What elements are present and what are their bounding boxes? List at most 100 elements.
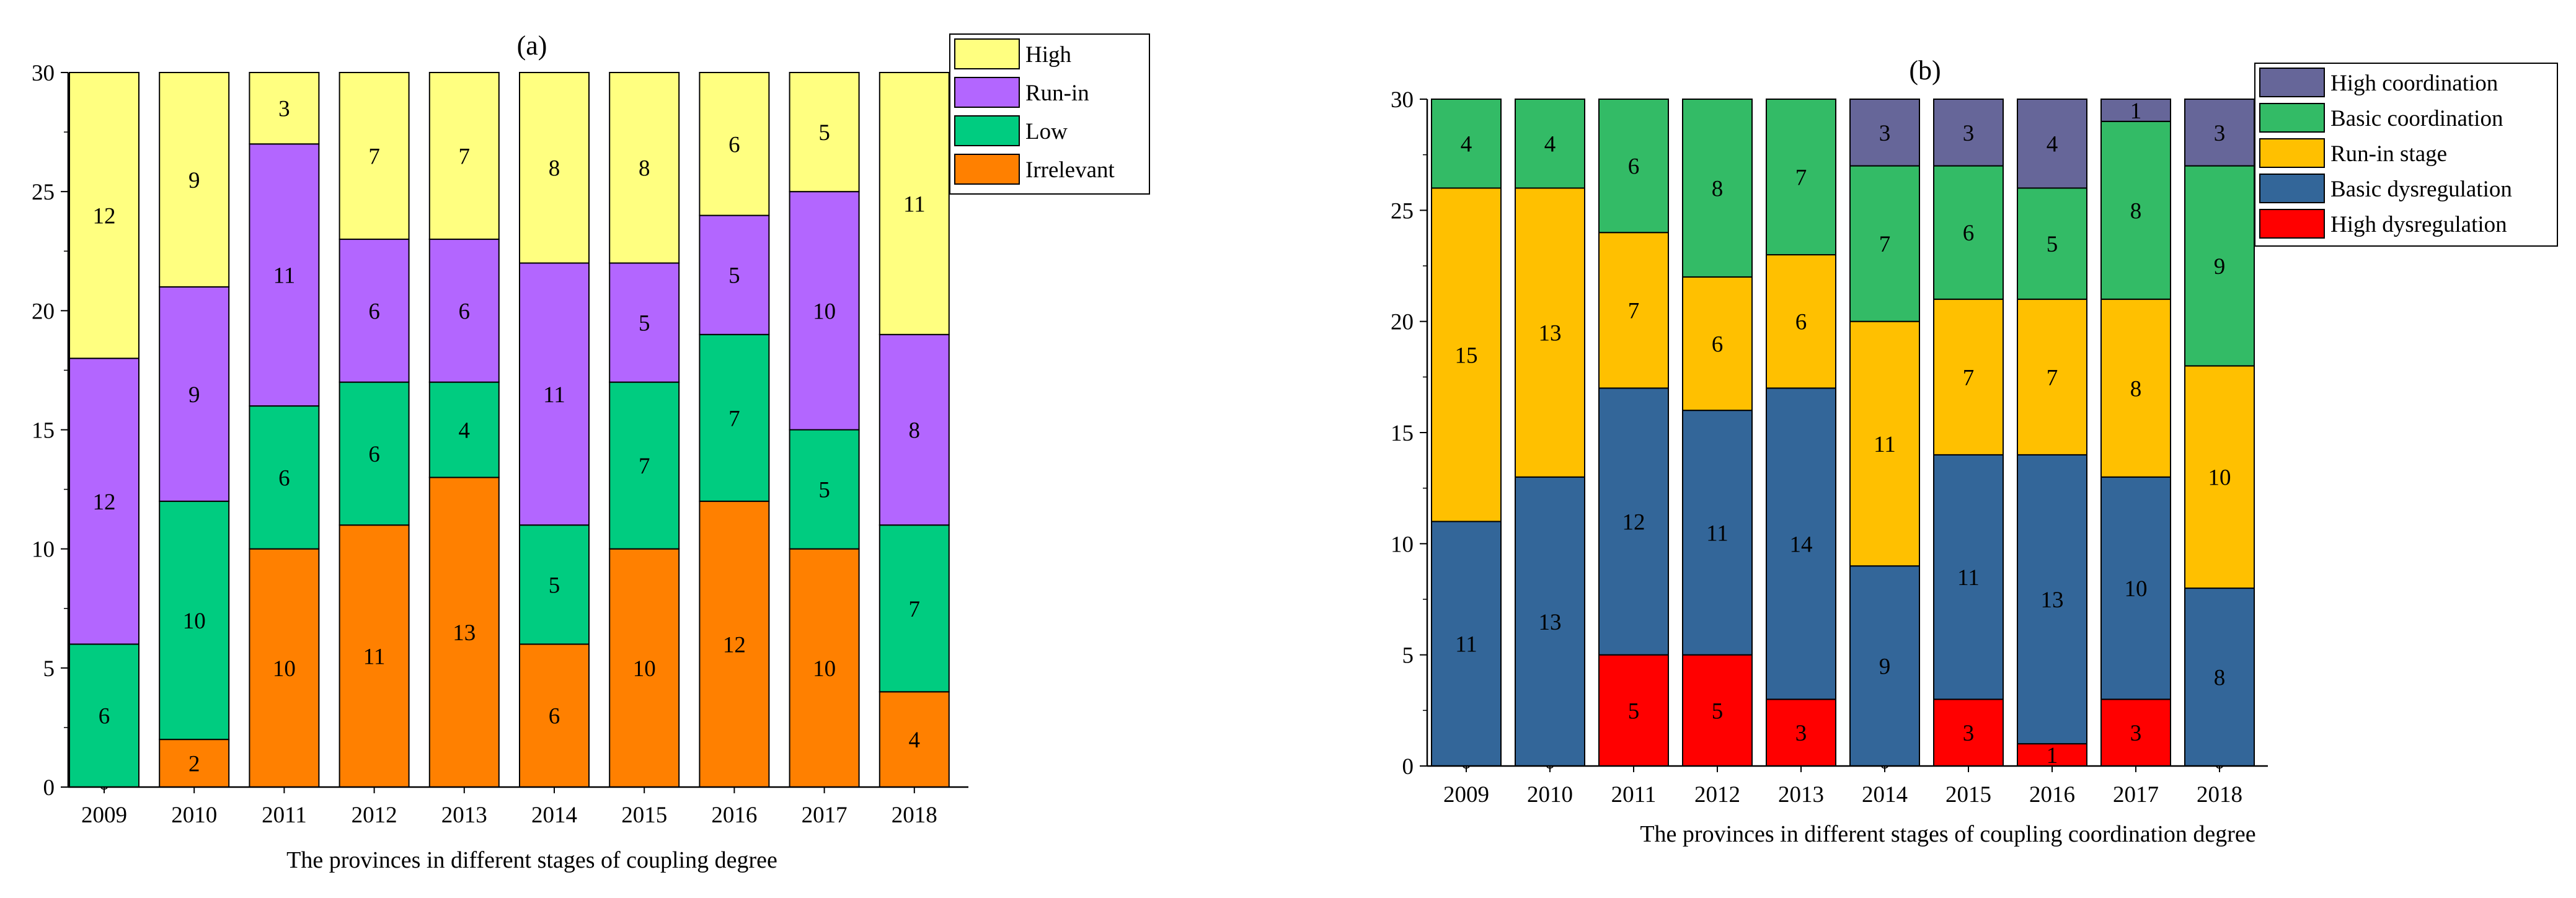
bar-segment xyxy=(1933,99,2004,167)
bar-segment xyxy=(879,72,950,335)
bar-segment xyxy=(339,72,410,240)
bar-segment xyxy=(69,358,139,645)
data-label: 7 xyxy=(1628,299,1640,324)
bar-segment xyxy=(519,524,590,645)
data-label: 11 xyxy=(273,263,296,289)
bar-segment xyxy=(159,500,230,741)
bar-segment xyxy=(699,72,770,216)
bar-segment xyxy=(159,286,230,502)
x-tick-label: 2018 xyxy=(892,803,937,828)
bar-segment xyxy=(1682,410,1753,656)
data-label: 7 xyxy=(1795,165,1807,191)
bar-segment xyxy=(1849,99,1920,167)
data-label: 7 xyxy=(368,144,380,170)
bar-segment xyxy=(1933,454,2004,700)
x-tick-label: 2017 xyxy=(802,803,848,828)
bar-segment xyxy=(2100,476,2171,700)
data-label: 1 xyxy=(2047,743,2058,768)
bar-segment xyxy=(699,500,770,788)
bar-segment xyxy=(519,643,590,788)
data-label: 8 xyxy=(2214,666,2226,691)
data-label: 5 xyxy=(2047,232,2058,257)
bar-segment xyxy=(1682,99,1753,278)
data-label: 4 xyxy=(909,728,921,753)
bar-segment xyxy=(69,72,139,359)
y-tick-label: 15 xyxy=(1391,421,1414,446)
bar-segment xyxy=(428,381,500,478)
data-label: 4 xyxy=(1544,132,1556,157)
data-label: 10 xyxy=(273,656,296,682)
legend-swatch xyxy=(954,38,1020,69)
legend-swatch xyxy=(2259,103,2325,133)
bar-segment xyxy=(2100,99,2171,122)
x-tick-label: 2011 xyxy=(262,803,307,828)
bar-segment xyxy=(609,262,680,383)
bar-segment xyxy=(2100,298,2171,478)
data-label: 10 xyxy=(813,299,836,324)
data-label: 13 xyxy=(453,620,476,646)
data-label: 8 xyxy=(909,418,921,444)
bar-segment xyxy=(249,143,320,407)
data-label: 8 xyxy=(1712,176,1724,201)
data-label: 3 xyxy=(1963,721,1975,746)
data-label: 3 xyxy=(2214,121,2226,146)
bar-segment xyxy=(2184,165,2255,367)
data-label: 12 xyxy=(93,490,116,515)
data-label: 12 xyxy=(723,632,746,658)
x-tick-label: 2012 xyxy=(352,803,397,828)
bar-segment xyxy=(1766,387,1836,700)
data-label: 3 xyxy=(1879,121,1891,146)
bar-segment xyxy=(428,72,500,240)
x-tick-label: 2016 xyxy=(711,803,757,828)
data-label: 8 xyxy=(639,156,650,182)
data-label: 7 xyxy=(1963,365,1975,390)
bar-segment xyxy=(1682,276,1753,412)
data-label: 11 xyxy=(1455,632,1477,658)
legend-label: Basic dysregulation xyxy=(2330,177,2512,202)
data-label: 6 xyxy=(728,132,740,157)
bar-segment xyxy=(2184,365,2255,589)
bar-segment xyxy=(1515,99,1585,189)
bar-segment xyxy=(609,381,680,550)
data-label: 5 xyxy=(639,311,650,337)
bar-segment xyxy=(159,72,230,288)
x-tick-label: 2013 xyxy=(441,803,487,828)
data-label: 10 xyxy=(633,656,656,682)
data-label: 6 xyxy=(1963,221,1975,246)
data-label: 10 xyxy=(183,609,206,634)
data-label: 4 xyxy=(2047,132,2058,157)
bar-segment xyxy=(1515,476,1585,767)
data-label: 6 xyxy=(99,704,110,729)
data-label: 6 xyxy=(278,465,290,491)
bar-segment xyxy=(428,239,500,383)
legend-label: High xyxy=(1025,42,1072,68)
y-tick-label: 15 xyxy=(32,418,55,444)
data-label: 5 xyxy=(1628,698,1640,724)
bar-segment xyxy=(159,739,230,788)
data-label: 9 xyxy=(188,168,200,193)
legend-swatch xyxy=(2259,138,2325,168)
data-label: 6 xyxy=(549,704,560,729)
data-label: 6 xyxy=(368,299,380,324)
y-tick-label: 5 xyxy=(1402,643,1414,669)
bar-segment xyxy=(1598,232,1669,389)
data-label: 3 xyxy=(1963,121,1975,146)
data-label: 7 xyxy=(639,454,650,479)
data-label: 6 xyxy=(1795,310,1807,335)
legend-swatch xyxy=(2259,68,2325,97)
legend-swatch xyxy=(2259,209,2325,239)
bar-segment xyxy=(609,72,680,264)
legend-label: High dysregulation xyxy=(2330,212,2507,237)
chart-title: (b) xyxy=(1909,55,1941,86)
data-label: 9 xyxy=(1879,654,1891,680)
bar-segment xyxy=(1598,99,1669,234)
y-tick-label: 25 xyxy=(1391,198,1414,224)
data-label: 6 xyxy=(1628,154,1640,180)
y-tick-label: 5 xyxy=(43,656,55,682)
data-label: 11 xyxy=(903,191,926,217)
x-tick-label: 2009 xyxy=(1443,782,1489,808)
bar-segment xyxy=(1849,165,1920,322)
bar-segment xyxy=(1431,187,1502,522)
bar-segment xyxy=(2100,698,2171,767)
